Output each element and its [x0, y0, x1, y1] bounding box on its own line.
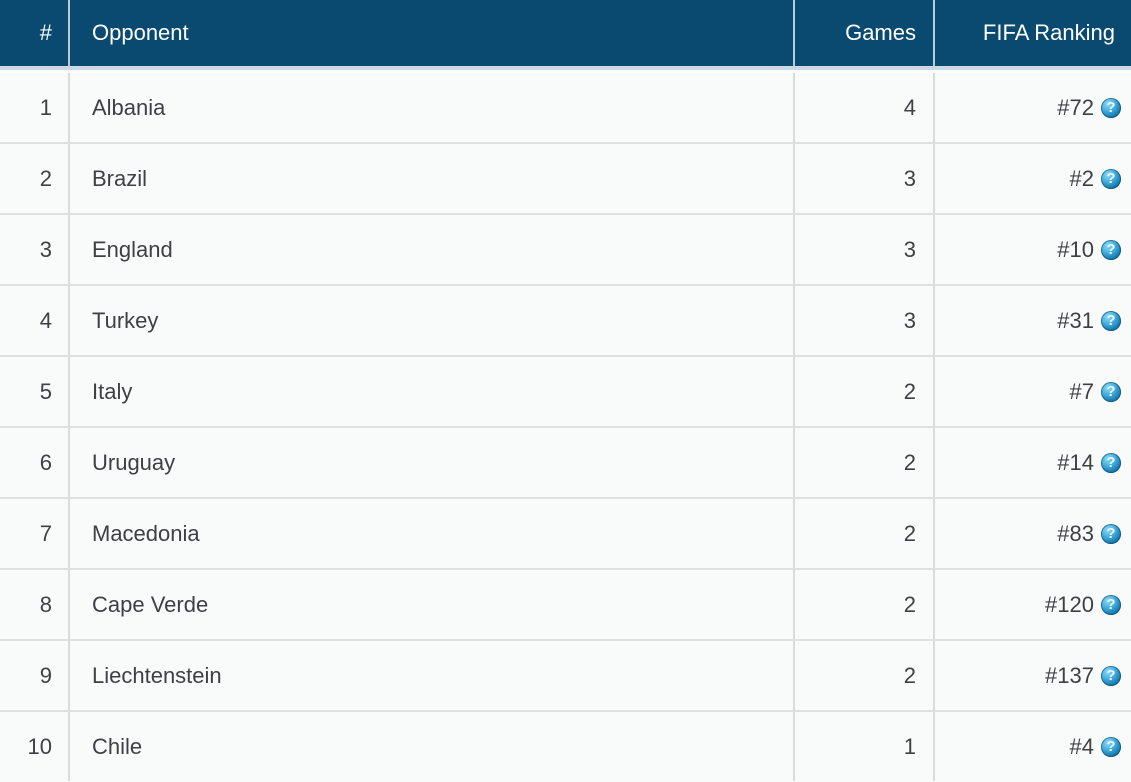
header-opponent: Opponent: [68, 0, 793, 66]
fifa-ranking-value: #14: [1057, 449, 1094, 475]
table-row: 2 Brazil 3 #2 ?: [0, 142, 1131, 213]
rank-cell: 3: [39, 236, 52, 262]
games-cell: 2: [793, 641, 933, 710]
opponent-cell: Turkey: [68, 286, 793, 355]
help-icon[interactable]: ?: [1101, 665, 1121, 686]
header-divider-band-light: [0, 70, 1131, 73]
fifa-ranking-value: #7: [1069, 378, 1094, 404]
help-icon[interactable]: ?: [1101, 310, 1121, 331]
fifa-ranking-cell: #137 ?: [933, 641, 1131, 710]
games-cell: 1: [793, 712, 933, 781]
table-row: 6 Uruguay 2 #14 ?: [0, 426, 1131, 497]
games-cell: 3: [793, 286, 933, 355]
fifa-ranking-value: #72: [1057, 94, 1094, 120]
rank-cell: 9: [39, 662, 52, 688]
rank-cell: 4: [39, 307, 52, 333]
help-icon[interactable]: ?: [1101, 381, 1121, 402]
table-row: 9 Liechtenstein 2 #137 ?: [0, 639, 1131, 710]
fifa-ranking-cell: #2 ?: [933, 144, 1131, 213]
opponent-cell: Chile: [68, 712, 793, 781]
games-cell: 4: [793, 73, 933, 142]
header-rank: #: [39, 20, 52, 45]
fifa-ranking-cell: #120 ?: [933, 570, 1131, 639]
fifa-ranking-cell: #4 ?: [933, 712, 1131, 781]
table-row: 5 Italy 2 #7 ?: [0, 355, 1131, 426]
fifa-ranking-value: #120: [1045, 591, 1094, 617]
opponent-cell: England: [68, 215, 793, 284]
rank-cell: 8: [39, 591, 52, 617]
rank-cell: 10: [27, 733, 52, 759]
games-cell: 2: [793, 499, 933, 568]
fifa-ranking-value: #4: [1069, 733, 1094, 759]
games-cell: 2: [793, 428, 933, 497]
opponent-cell: Liechtenstein: [68, 641, 793, 710]
table-row: 8 Cape Verde 2 #120 ?: [0, 568, 1131, 639]
fifa-ranking-cell: #72 ?: [933, 73, 1131, 142]
games-cell: 3: [793, 144, 933, 213]
opponent-cell: Macedonia: [68, 499, 793, 568]
header-games: Games: [793, 0, 933, 66]
fifa-ranking-cell: #10 ?: [933, 215, 1131, 284]
opponent-cell: Cape Verde: [68, 570, 793, 639]
header-divider-band: [0, 66, 1131, 70]
table-row: 1 Albania 4 #72 ?: [0, 73, 1131, 142]
header-fifa-ranking: FIFA Ranking: [933, 0, 1131, 66]
table-row: 4 Turkey 3 #31 ?: [0, 284, 1131, 355]
opponent-cell: Uruguay: [68, 428, 793, 497]
help-icon[interactable]: ?: [1101, 168, 1121, 189]
table-header: # Opponent Games FIFA Ranking: [0, 0, 1131, 66]
help-icon[interactable]: ?: [1101, 594, 1121, 615]
help-icon[interactable]: ?: [1101, 239, 1121, 260]
rank-cell: 2: [39, 165, 52, 191]
fifa-ranking-value: #137: [1045, 662, 1094, 688]
opponent-cell: Brazil: [68, 144, 793, 213]
fifa-ranking-cell: #14 ?: [933, 428, 1131, 497]
fifa-ranking-cell: #83 ?: [933, 499, 1131, 568]
help-icon[interactable]: ?: [1101, 452, 1121, 473]
fifa-ranking-value: #10: [1057, 236, 1094, 262]
fifa-ranking-cell: #7 ?: [933, 357, 1131, 426]
rank-cell: 6: [39, 449, 52, 475]
rank-cell: 1: [39, 94, 52, 120]
rank-cell: 7: [39, 520, 52, 546]
fifa-ranking-value: #31: [1057, 307, 1094, 333]
help-icon[interactable]: ?: [1101, 97, 1121, 118]
opponent-cell: Italy: [68, 357, 793, 426]
fifa-ranking-cell: #31 ?: [933, 286, 1131, 355]
table-body: 1 Albania 4 #72 ? 2 Brazil 3 #2 ? 3 Engl…: [0, 73, 1131, 781]
opponent-cell: Albania: [68, 73, 793, 142]
fifa-ranking-value: #2: [1069, 165, 1094, 191]
help-icon[interactable]: ?: [1101, 523, 1121, 544]
fifa-ranking-value: #83: [1057, 520, 1094, 546]
table-row: 3 England 3 #10 ?: [0, 213, 1131, 284]
help-icon[interactable]: ?: [1101, 736, 1121, 757]
games-cell: 2: [793, 357, 933, 426]
rank-cell: 5: [39, 378, 52, 404]
games-cell: 2: [793, 570, 933, 639]
games-cell: 3: [793, 215, 933, 284]
table-row: 10 Chile 1 #4 ?: [0, 710, 1131, 781]
table-row: 7 Macedonia 2 #83 ?: [0, 497, 1131, 568]
